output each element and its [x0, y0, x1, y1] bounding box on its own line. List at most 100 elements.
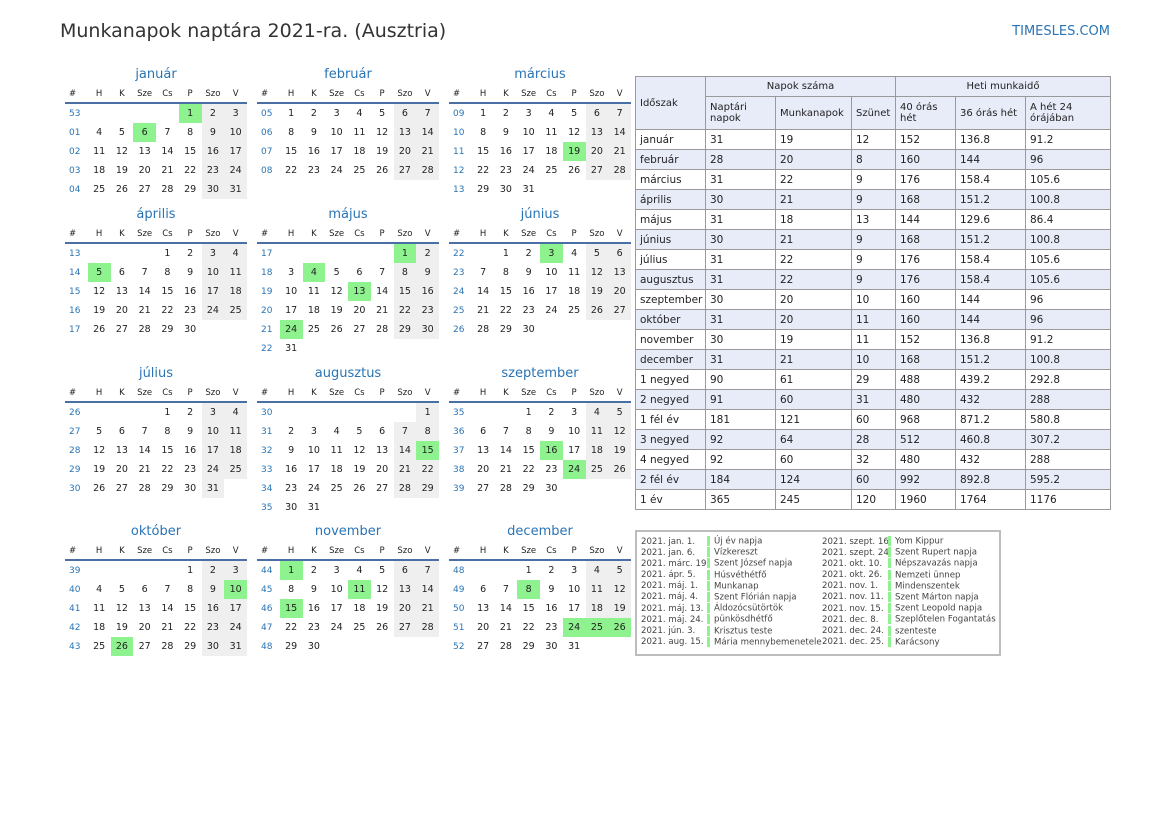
week-row: 53 1 2 3 — [65, 103, 247, 123]
holiday-name: Új év napja — [714, 536, 763, 547]
week-number: 53 — [69, 108, 81, 119]
day-cell: 29 — [184, 641, 197, 652]
day-cell: 20 — [608, 282, 631, 301]
day-cell: 23 — [184, 464, 197, 475]
day-cell: 22 — [285, 165, 298, 176]
day-cell: 13 — [477, 603, 490, 614]
day-cell: 23 — [545, 464, 558, 475]
day-cell: 16 — [416, 282, 439, 301]
week-number: 20 — [261, 305, 273, 316]
stats-value: 21 — [775, 229, 852, 250]
group-hours: Heti munkaidő — [894, 76, 1112, 97]
weekday-header: Cs — [540, 385, 563, 403]
week-number: 19 — [261, 286, 273, 297]
week-row: 06 8 9 10 11 12 13 14 — [257, 123, 439, 142]
holiday-item: 2021. aug. 15. Mária mennybemenetele — [641, 636, 822, 648]
day-cell: 31 — [307, 502, 320, 513]
week-row: 19 10 11 12 13 14 15 16 — [257, 282, 439, 301]
day-cell: 14 — [416, 123, 439, 142]
holiday-marker — [707, 636, 710, 647]
day-cell: 26 — [376, 622, 389, 633]
week-row: 30 1 — [257, 402, 439, 422]
day-cell: 16 — [184, 286, 197, 297]
stats-period: szeptember — [635, 289, 706, 310]
holiday-item: 2021. jún. 3. Krisztus teste — [641, 625, 822, 637]
day-cell: 12 — [353, 445, 366, 456]
holiday-item: 2021. dec. 8. Szeplőtelen Fogantatás — [822, 614, 996, 625]
day-cell: 11 — [93, 146, 106, 157]
holiday-marker — [707, 614, 710, 625]
day-cell: 25 — [93, 641, 106, 652]
week-row: 22 1 2 3 4 5 6 — [449, 243, 631, 263]
day-cell: 10 — [330, 584, 343, 595]
col-40: 40 órás hét — [895, 96, 956, 130]
day-cell: 5 — [87, 263, 111, 282]
day-cell — [472, 402, 495, 422]
stats-row: március 31 22 9 176 158.4 105.6 — [635, 169, 1112, 190]
day-cell — [111, 103, 134, 123]
day-cell: 28 — [416, 618, 439, 637]
day-cell: 3 — [571, 565, 578, 576]
week-number: 12 — [453, 165, 465, 176]
day-cell: 4 — [356, 565, 363, 576]
stats-row: november 30 19 11 152 136.8 91.2 — [635, 329, 1112, 350]
day-cell: 4 — [548, 108, 555, 119]
weekday-header: V — [416, 86, 439, 104]
day-cell — [495, 402, 518, 422]
week-number: 48 — [453, 565, 465, 576]
day-cell: 1 — [480, 108, 487, 119]
day-cell — [348, 243, 371, 263]
stats-value: 1764 — [955, 489, 1026, 510]
day-cell: 23 — [285, 483, 298, 494]
holiday-date: 2021. jan. 6. — [641, 547, 696, 558]
day-cell: 2 — [201, 560, 225, 580]
week-number: 08 — [261, 165, 273, 176]
month-name: február — [324, 67, 372, 82]
holiday-item: 2021. máj. 4. Szent Flórián napja — [641, 591, 822, 603]
holiday-item: 2021. ápr. 5. Húsvéthétfő — [641, 569, 822, 581]
day-cell: 29 — [393, 320, 417, 339]
day-cell: 25 — [224, 460, 247, 479]
holiday-marker — [707, 547, 710, 558]
weekday-header: K — [110, 86, 134, 104]
weekday-header: Szo — [585, 86, 609, 104]
day-cell: 1 — [393, 243, 417, 263]
week-number: 16 — [69, 305, 81, 316]
weekday-header: Sze — [133, 385, 156, 403]
day-cell — [111, 560, 134, 580]
stats-value: 9 — [851, 229, 896, 250]
weekday-header: P — [178, 385, 202, 403]
day-cell — [371, 498, 394, 517]
stats-value: 22 — [775, 249, 852, 270]
week-row: 29 19 20 21 22 23 24 25 — [65, 460, 247, 479]
holiday-item: 2021. nov. 15. Szent Leopold napja — [822, 603, 996, 614]
holiday-item: 2021. máj. 1. Munkanap — [641, 580, 822, 592]
day-cell: 8 — [517, 580, 540, 599]
month-table: # H K Sze Cs P Szo V 22 1 2 3 4 5 6 23 7 8 9 10 11 12 13 24 14 15… — [449, 226, 631, 339]
stats-value: 158.4 — [955, 249, 1026, 270]
holiday-name: Mária mennybemenetele — [714, 637, 822, 648]
day-cell: 5 — [96, 426, 103, 437]
weekday-header: H — [471, 226, 495, 244]
stats-value: 9 — [851, 189, 896, 210]
holiday-item: 2021. dec. 24. szenteste — [822, 625, 996, 637]
day-cell: 13 — [585, 123, 609, 142]
site-link[interactable]: TIMESLES.COM — [1012, 24, 1110, 39]
day-cell: 9 — [201, 123, 225, 142]
day-cell — [586, 320, 609, 339]
day-cell: 19 — [376, 146, 389, 157]
weekday-header: V — [608, 226, 631, 244]
day-cell: 6 — [585, 103, 609, 123]
month-3: április # H K Sze Cs P Szo V 13 1 2 3 4 14 5 6 7 8 9 10 11 15 1… — [65, 206, 247, 339]
day-cell: 16 — [184, 445, 197, 456]
day-cell: 21 — [608, 142, 631, 161]
day-cell: 12 — [376, 584, 389, 595]
day-cell — [586, 637, 609, 656]
day-cell: 7 — [379, 267, 386, 278]
day-cell — [608, 637, 631, 656]
day-cell: 17 — [568, 445, 581, 456]
stats-value: 144 — [955, 149, 1026, 170]
day-cell: 7 — [393, 422, 417, 441]
day-cell: 2 — [525, 248, 532, 259]
holiday-name: Nemzeti ünnep — [895, 570, 961, 581]
